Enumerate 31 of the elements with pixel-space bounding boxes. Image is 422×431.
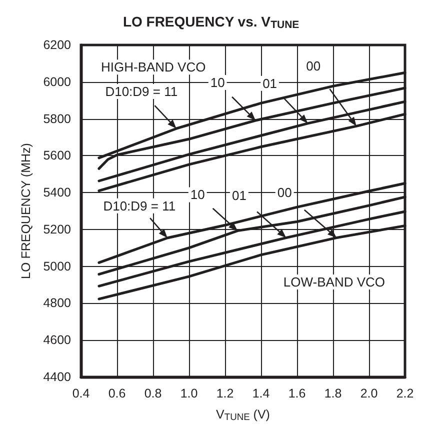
y-tick-label: 4600 <box>43 333 72 348</box>
x-tick-label: 1.0 <box>180 386 198 400</box>
annotation: 10 <box>190 187 205 202</box>
x-tick-label: 1.8 <box>324 386 342 400</box>
x-tick-label: 1.2 <box>216 386 234 400</box>
y-tick-label: 5800 <box>43 112 72 126</box>
x-tick-label: 2.2 <box>396 386 414 400</box>
annotation: 00 <box>277 185 292 200</box>
annotation: HIGH-BAND VCO <box>101 60 206 75</box>
y-tick-label: 6200 <box>43 38 72 52</box>
y-tick-label: 5000 <box>43 259 72 274</box>
x-tick-label: 0.8 <box>144 386 162 400</box>
annotation: 10 <box>210 74 225 90</box>
x-tick-label: 1.6 <box>288 386 306 400</box>
annotation: 00 <box>306 58 321 74</box>
x-tick-label: 2.0 <box>360 386 378 400</box>
y-tick-label: 5600 <box>43 148 72 163</box>
annotation: D10:D9 = 11 <box>105 84 178 100</box>
x-tick-label: 0.6 <box>108 386 126 400</box>
y-tick-label: 6000 <box>43 74 72 89</box>
y-tick-label: 4800 <box>43 296 72 310</box>
y-tick-label: 4400 <box>43 370 72 384</box>
annotation: 01 <box>262 76 278 91</box>
y-tick-label: 5400 <box>43 186 72 200</box>
y-tick-label: 5200 <box>43 222 72 236</box>
x-tick-label: 1.4 <box>252 386 270 400</box>
annotation: 01 <box>232 188 246 204</box>
y-axis-title: LO FREQUENCY (MHz) <box>18 143 33 279</box>
annotation: LOW-BAND VCO <box>283 274 385 290</box>
x-tick-label: 0.4 <box>72 386 90 400</box>
annotation: D10:D9 = 11 <box>103 198 176 214</box>
